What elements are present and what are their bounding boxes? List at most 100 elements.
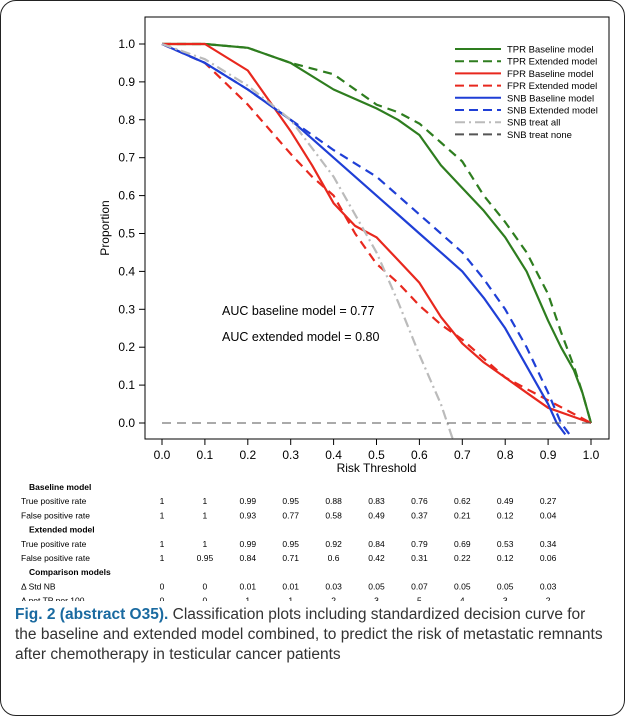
table-cell: 0.01 xyxy=(282,581,299,591)
table-cell: 0.79 xyxy=(411,539,428,549)
x-axis-label: Risk Threshold xyxy=(337,461,417,475)
table-cell: 0.01 xyxy=(240,581,257,591)
table-cell: 0.95 xyxy=(197,553,214,563)
x-tick-label: 0.4 xyxy=(325,448,342,462)
table-cell: 0.12 xyxy=(497,553,514,563)
table-cell: 1 xyxy=(288,596,293,601)
legend-label-0: TPR Baseline model xyxy=(507,45,594,56)
table-cell: 0.49 xyxy=(497,496,514,506)
table-cell: 1 xyxy=(203,510,208,520)
table-cell: 0.49 xyxy=(368,510,385,520)
table-cell: 0 xyxy=(203,596,208,601)
table-cell: 2 xyxy=(331,596,336,601)
y-tick-label: 0.8 xyxy=(118,113,135,127)
table-cell: 0.12 xyxy=(497,510,514,520)
x-tick-label: 0.6 xyxy=(411,448,428,462)
y-tick-label: 0.7 xyxy=(118,151,135,165)
table-cell: 1 xyxy=(203,539,208,549)
legend-label-2: FPR Baseline model xyxy=(507,69,594,80)
y-tick-label: 0.6 xyxy=(118,189,135,203)
table-cell: 0.03 xyxy=(325,581,342,591)
table-row-label: Δ Std NB xyxy=(21,581,56,591)
classification-plot: 0.0 0.1 0.2 0.3 0.4 0.5 0.6 0.7 0.8 0.9 1.0 0.0 0.1 0… xyxy=(21,16,610,601)
table-cell: 3 xyxy=(374,596,379,601)
table-cell: 0 xyxy=(160,581,165,591)
table-cell: 0.05 xyxy=(454,581,471,591)
legend-label-5: SNB Extended model xyxy=(507,106,598,117)
table-cell: 0.69 xyxy=(454,539,471,549)
axes: 0.0 0.1 0.2 0.3 0.4 0.5 0.6 0.7 0.8 0.9 1.0 0.0 0.1 0… xyxy=(98,37,600,475)
legend-label-4: SNB Baseline model xyxy=(507,93,594,104)
table-cell: 4 xyxy=(460,596,465,601)
table-cell: 0.84 xyxy=(240,553,257,563)
table-cell: 0 xyxy=(160,596,165,601)
x-tick-label: 0.5 xyxy=(368,448,385,462)
y-tick-label: 0.2 xyxy=(118,340,135,354)
y-axis-label: Proportion xyxy=(98,200,112,255)
y-tick-label: 0.4 xyxy=(118,264,135,278)
table-cell: 0.99 xyxy=(240,539,257,549)
legend-label-1: TPR Extended model xyxy=(507,57,597,68)
table-cell: 1 xyxy=(160,496,165,506)
table-cell: 0.22 xyxy=(454,553,471,563)
table-cell: 0.07 xyxy=(411,581,428,591)
x-tick-label: 0.0 xyxy=(154,448,171,462)
table-section-title: Extended model xyxy=(29,525,95,535)
x-tick-label: 0.2 xyxy=(239,448,256,462)
table-cell: 0.05 xyxy=(368,581,385,591)
table-cell: 0.42 xyxy=(368,553,385,563)
table-cell: 0.34 xyxy=(540,539,557,549)
series-line-1 xyxy=(162,42,593,424)
table-cell: 0.95 xyxy=(282,496,299,506)
table-section-title: Baseline model xyxy=(29,482,91,492)
table-cell: 0 xyxy=(203,581,208,591)
series-line-3 xyxy=(161,42,592,424)
legend-label-7: SNB treat none xyxy=(507,130,572,141)
table-cell: 0.93 xyxy=(240,510,257,520)
table-cell: 1 xyxy=(203,496,208,506)
y-tick-label: 0.9 xyxy=(118,75,135,89)
series-line-2 xyxy=(162,42,592,425)
table-cell: 0.84 xyxy=(368,539,385,549)
table-cell: 0.37 xyxy=(411,510,428,520)
series-line-6 xyxy=(161,42,455,443)
y-tick-label: 1.0 xyxy=(118,37,135,51)
table-cell: 0.53 xyxy=(497,539,514,549)
table-row-label: False positive rate xyxy=(21,510,90,520)
table-cell: 0.88 xyxy=(325,496,342,506)
table-cell: 3 xyxy=(503,596,508,601)
table-cell: 0.62 xyxy=(454,496,471,506)
table-cell: 0.06 xyxy=(540,553,557,563)
x-tick-label: 0.9 xyxy=(540,448,557,462)
table-cell: 0.71 xyxy=(282,553,299,563)
legend-label-6: SNB treat all xyxy=(507,118,560,129)
table-cell: 5 xyxy=(417,596,422,601)
auc-extended-annotation: AUC extended model = 0.80 xyxy=(222,330,379,344)
table-row-label: True positive rate xyxy=(21,496,87,506)
table-cell: 1 xyxy=(160,553,165,563)
table-cell: 0.99 xyxy=(240,496,257,506)
y-tick-label: 0.5 xyxy=(118,227,135,241)
figure-caption: Fig. 2 (abstract O35). Classification pl… xyxy=(15,605,610,665)
table-cell: 0.77 xyxy=(282,510,299,520)
x-tick-label: 0.1 xyxy=(197,448,214,462)
y-tick-label: 0.1 xyxy=(118,378,135,392)
x-tick-label: 0.8 xyxy=(497,448,514,462)
table-cell: 0.76 xyxy=(411,496,428,506)
table-cell: 0.03 xyxy=(540,581,557,591)
table-cell: 0.58 xyxy=(325,510,342,520)
table-cell: 2 xyxy=(546,596,551,601)
y-tick-label: 0.3 xyxy=(118,302,135,316)
table-cell: 0.05 xyxy=(497,581,514,591)
caption-text: Classification plots including standardi… xyxy=(15,606,603,663)
table-cell: 0.92 xyxy=(325,539,342,549)
y-tick-label: 0.0 xyxy=(118,416,135,430)
table-cell: 0.27 xyxy=(540,496,557,506)
series-line-5 xyxy=(161,42,571,436)
table-cell: 0.31 xyxy=(411,553,428,563)
table-cell: 1 xyxy=(160,510,165,520)
risk-table: Baseline model True positive rate 1 1 0.99 0.… xyxy=(21,482,557,601)
x-tick-label: 0.7 xyxy=(454,448,471,462)
